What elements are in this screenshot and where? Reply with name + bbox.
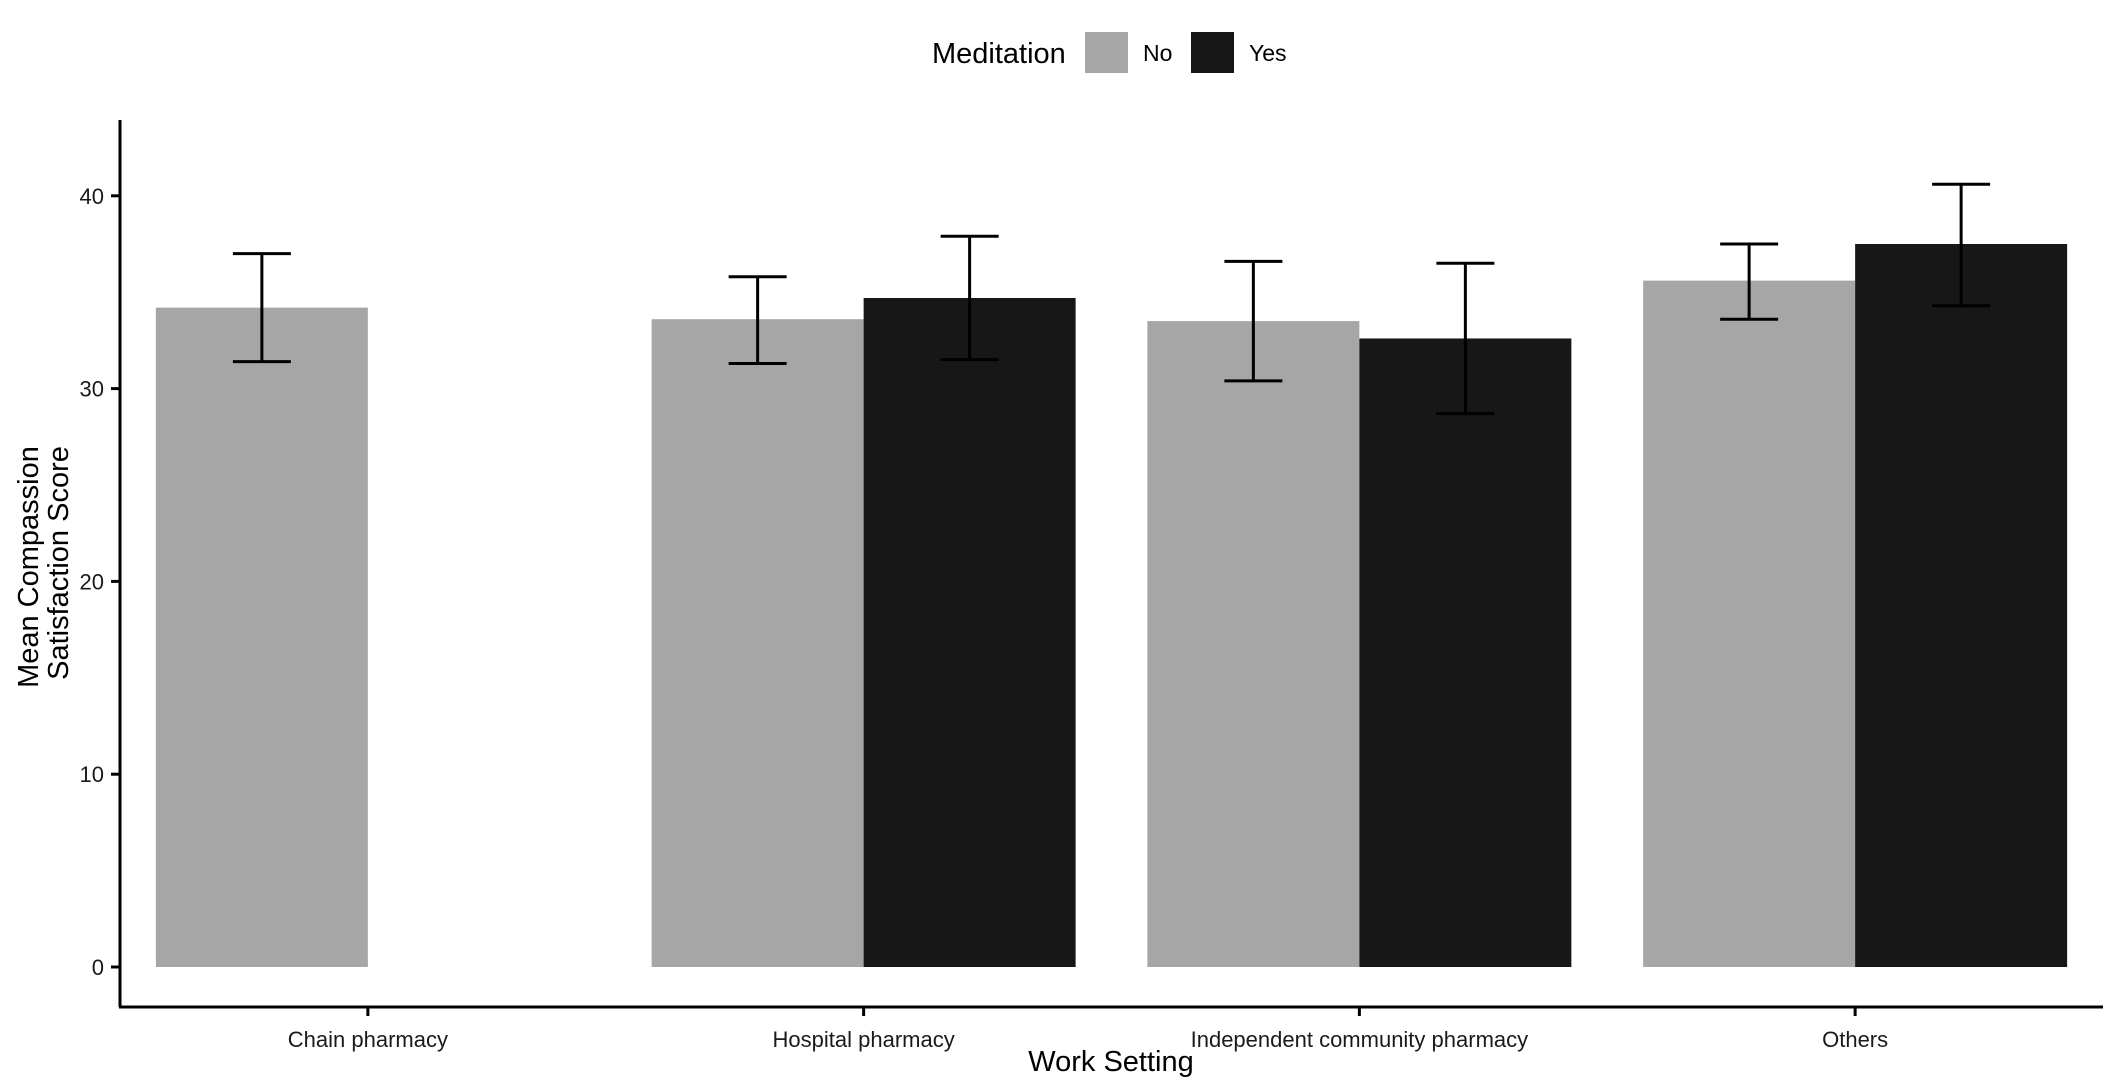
legend: Meditation No Yes: [932, 32, 1287, 73]
y-axis-title-line-1: Mean Compassion: [13, 446, 45, 688]
legend-swatch-yes: [1191, 32, 1234, 73]
x-axis-ticks: Chain pharmacy Hospital pharmacy Independe…: [288, 1007, 1888, 1052]
bar-no-1: [651, 319, 864, 967]
bar-yes-3: [1855, 244, 2068, 967]
y-tick-label: 30: [80, 377, 104, 402]
x-axis-title: Work Setting: [1028, 1046, 1193, 1078]
bars: [155, 244, 2068, 968]
x-tick-label: Chain pharmacy: [288, 1027, 448, 1052]
error-bar-yes-1: [940, 234, 999, 362]
error-bar-no-1: [728, 275, 787, 366]
error-bars: [232, 182, 1991, 416]
bar-no-3: [1643, 280, 1856, 968]
y-tick-label: 40: [80, 184, 104, 209]
legend-label-no: No: [1143, 40, 1172, 66]
y-axis-title-line-2: Satisfaction Score: [43, 446, 75, 680]
error-bar-no-3: [1720, 242, 1779, 321]
error-bar-yes-2: [1436, 261, 1495, 416]
x-tick-label: Independent community pharmacy: [1191, 1027, 1529, 1052]
legend-label-yes: Yes: [1249, 40, 1287, 66]
error-bar-no-2: [1224, 259, 1283, 383]
bar-no-2: [1147, 321, 1360, 967]
plot-area: 0 10 20 30 40 Chain pharmacy Hospital pharmac…: [80, 120, 2103, 1052]
y-tick-label: 0: [92, 955, 104, 980]
y-axis-ticks: 0 10 20 30 40: [80, 184, 120, 980]
legend-title: Meditation: [932, 38, 1066, 70]
y-axis-title: Mean Compassion Satisfaction Score: [13, 438, 75, 688]
bar-yes-1: [863, 297, 1076, 967]
error-bar-no-0: [232, 252, 291, 364]
legend-swatch-no: [1085, 32, 1128, 73]
error-bar-yes-3: [1932, 182, 1991, 308]
bar-no-0: [155, 307, 368, 967]
x-tick-label: Others: [1822, 1027, 1888, 1052]
x-tick-label: Hospital pharmacy: [773, 1027, 955, 1052]
y-tick-label: 10: [80, 762, 104, 787]
y-tick-label: 20: [80, 569, 104, 594]
bar-yes-2: [1359, 338, 1572, 967]
